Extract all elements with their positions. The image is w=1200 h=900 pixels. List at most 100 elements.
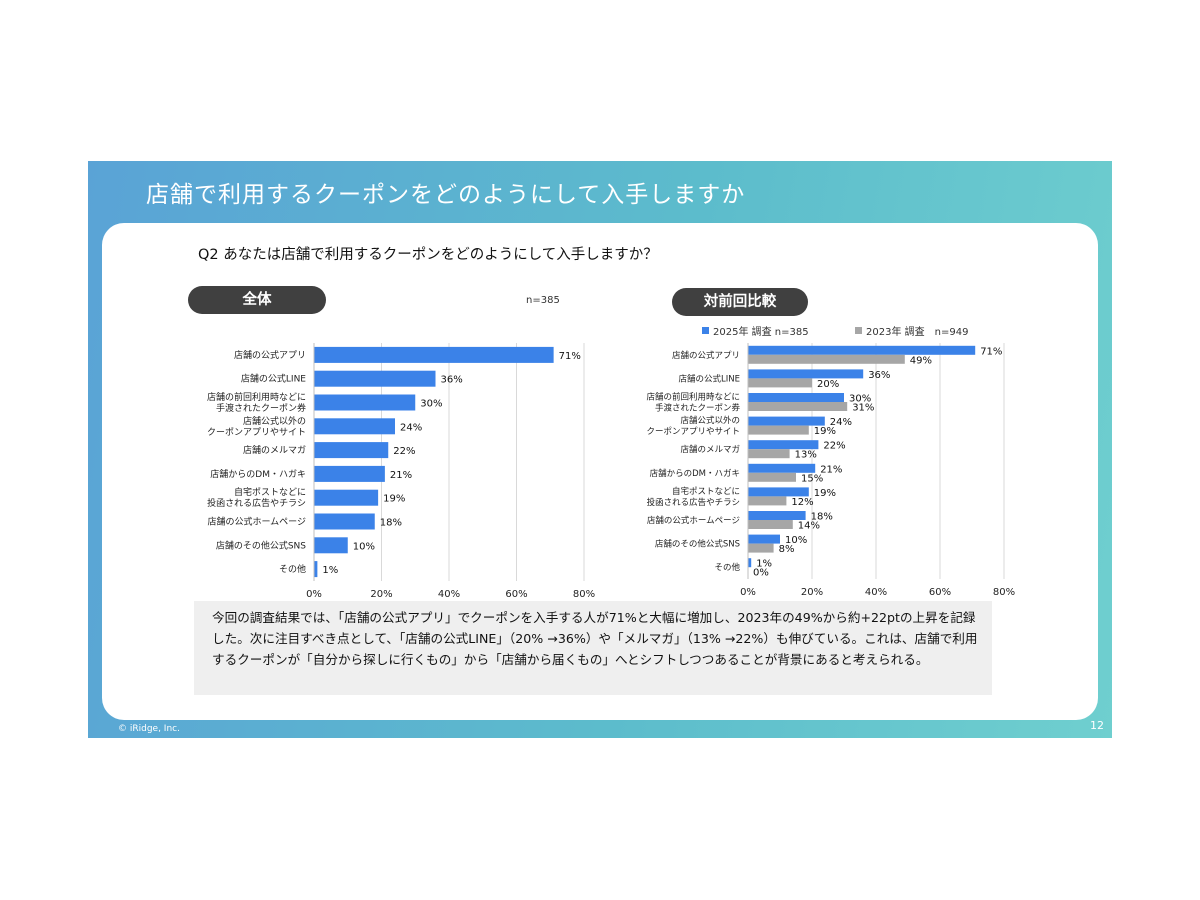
bar xyxy=(748,345,976,355)
bar xyxy=(748,378,812,388)
data-label: 71% xyxy=(980,346,1002,357)
right-panel-label: 対前回比較 xyxy=(672,288,808,316)
bar xyxy=(314,418,395,435)
category-label: 店舗からのDM・ハガキ xyxy=(210,468,306,480)
category-label: 店舗の前回利用時などに xyxy=(646,392,740,403)
x-tick-label: 60% xyxy=(505,589,527,600)
category-label: 店舗のメルマガ xyxy=(243,444,306,456)
data-label: 22% xyxy=(393,446,415,457)
bar xyxy=(314,442,389,459)
x-tick-label: 0% xyxy=(740,587,756,598)
bar xyxy=(748,534,780,544)
legend-label-2025: 2025年 調査 n=385 xyxy=(713,327,809,338)
bar xyxy=(748,511,806,520)
comparison-bar-chart: 0% 20% 40% 60% 80% 店舗の公式アプリ 71% 49% 店舗の公式LINE 36%… xyxy=(646,343,1015,598)
data-label: 8% xyxy=(779,544,795,555)
data-label: 14% xyxy=(798,521,820,532)
category-label: 自宅ポストなどに xyxy=(672,486,740,497)
legend-label-2023: 2023年 調査 n=949 xyxy=(866,327,969,338)
bar xyxy=(748,425,809,435)
x-tick-label: 0% xyxy=(306,589,322,600)
data-label: 21% xyxy=(820,464,842,475)
data-label: 30% xyxy=(849,394,871,405)
data-label: 10% xyxy=(353,541,375,552)
data-label: 36% xyxy=(441,375,463,386)
overall-bar-chart: 0% 20% 40% 60% 80% 店舗の公式アプリ 71% 店舗の公式LINE 36% 店舗の… xyxy=(207,343,595,600)
left-n-label: n=385 xyxy=(526,295,560,306)
bar xyxy=(748,496,787,506)
bar xyxy=(314,513,375,530)
category-label: 自宅ポストなどに xyxy=(234,486,306,498)
data-label: 22% xyxy=(823,441,845,452)
left-panel-label: 全体 xyxy=(188,286,326,314)
x-tick-label: 20% xyxy=(370,589,392,600)
data-label: 24% xyxy=(400,422,422,433)
data-label: 31% xyxy=(852,403,874,414)
bar xyxy=(748,520,793,529)
data-label: 12% xyxy=(791,497,813,508)
summary-text: 今回の調査結果では、「店舗の公式アプリ」でクーポンを入手する人が71%と大幅に増… xyxy=(212,610,978,667)
data-label: 1% xyxy=(322,565,338,576)
category-label: 手渡されたクーポン券 xyxy=(216,402,306,414)
bar xyxy=(748,416,825,426)
bar xyxy=(314,465,385,482)
legend-swatch-2023 xyxy=(855,327,862,334)
data-label: 18% xyxy=(811,512,833,523)
category-label: その他 xyxy=(714,562,740,573)
category-label: 店舗のその他公式SNS xyxy=(216,539,306,551)
legend-2025: 2025年 調査 n=385 xyxy=(702,323,809,338)
category-label: 店舗のメルマガ xyxy=(680,444,740,455)
category-label: 店舗公式以外の xyxy=(680,415,740,426)
data-label: 13% xyxy=(795,450,817,461)
bar xyxy=(748,543,774,553)
data-label: 15% xyxy=(801,473,823,484)
legend-swatch-2025 xyxy=(702,327,709,334)
data-label: 24% xyxy=(830,417,852,428)
data-label: 19% xyxy=(383,494,405,505)
bar xyxy=(748,393,844,402)
legend-2023: 2023年 調査 n=949 xyxy=(855,323,968,338)
bar xyxy=(314,346,554,363)
x-tick-label: 20% xyxy=(801,587,823,598)
data-label: 30% xyxy=(420,399,442,410)
category-label: 店舗の公式ホームページ xyxy=(207,516,306,528)
copyright: © iRidge, Inc. xyxy=(118,724,180,734)
data-label: 1% xyxy=(756,559,772,570)
bar xyxy=(748,402,848,411)
x-tick-label: 40% xyxy=(865,587,887,598)
summary-box: 今回の調査結果では、「店舗の公式アプリ」でクーポンを入手する人が71%と大幅に増… xyxy=(194,601,992,695)
content-panel: Q2 あなたは店舗で利用するクーポンをどのようにして入手しますか？ 全体 n=3… xyxy=(102,223,1098,720)
slide: 店舗で利用するクーポンをどのようにして入手しますか Q2 あなたは店舗で利用する… xyxy=(88,161,1112,738)
category-label: 店舗公式以外の xyxy=(243,415,306,427)
bar xyxy=(314,370,436,387)
category-label: 投函される広告やチラシ xyxy=(647,497,740,508)
data-label: 20% xyxy=(817,379,839,390)
category-label: 店舗の公式LINE xyxy=(241,373,306,385)
bar xyxy=(748,369,864,379)
category-label: クーポンアプリやサイト xyxy=(207,427,306,438)
data-label: 49% xyxy=(910,355,932,366)
category-label: 店舗の公式アプリ xyxy=(672,350,740,361)
category-label: 店舗の前回利用時などに xyxy=(207,391,306,403)
bar xyxy=(748,354,905,364)
x-tick-label: 80% xyxy=(573,589,595,600)
bar xyxy=(748,463,816,473)
bar xyxy=(314,394,416,411)
category-label: 店舗からのDM・ハガキ xyxy=(650,468,740,479)
data-label: 36% xyxy=(868,370,890,381)
data-label: 19% xyxy=(814,426,836,437)
category-label: 店舗のその他公式SNS xyxy=(655,539,740,550)
bar xyxy=(314,537,348,554)
x-tick-label: 40% xyxy=(438,589,460,600)
category-label: 店舗の公式LINE xyxy=(679,373,740,384)
data-label: 18% xyxy=(380,518,402,529)
data-label: 0% xyxy=(753,568,769,579)
category-label: 投函される広告やチラシ xyxy=(207,497,306,509)
data-label: 71% xyxy=(559,351,581,362)
question-text: Q2 あなたは店舗で利用するクーポンをどのようにして入手しますか？ xyxy=(198,247,658,263)
category-label: クーポンアプリやサイト xyxy=(646,427,740,437)
category-label: 店舗の公式アプリ xyxy=(234,349,306,361)
data-label: 19% xyxy=(814,488,836,499)
data-label: 21% xyxy=(390,470,412,481)
bar xyxy=(314,561,318,578)
